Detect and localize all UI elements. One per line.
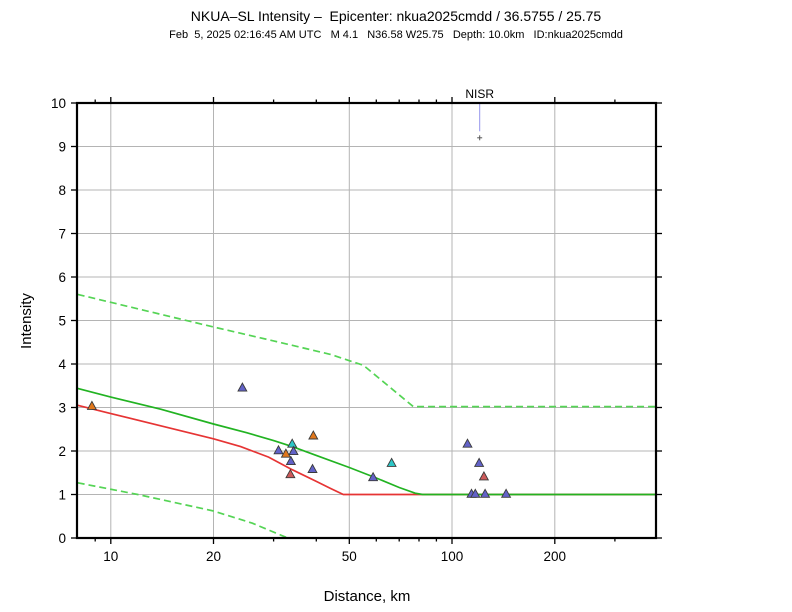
x-tick-label: 50 — [342, 549, 357, 564]
y-tick-label: 6 — [58, 270, 66, 285]
series-predicted-intensity — [77, 387, 656, 496]
intensity-point-triangle — [285, 455, 297, 466]
intensity-point-triangle — [473, 457, 485, 467]
y-axis-title: Intensity — [18, 293, 35, 349]
intensity-point-triangle — [280, 448, 292, 458]
intensity-point-triangle — [478, 470, 490, 481]
x-tick-label: 10 — [103, 549, 118, 564]
tick-labels: 10 20 50 100 200 0 1 2 3 4 5 6 7 8 9 10 — [51, 96, 566, 564]
y-tick-label: 4 — [58, 357, 66, 372]
model-curves — [77, 293, 656, 538]
intensity-point-triangle — [288, 445, 299, 456]
observed-points — [86, 382, 512, 498]
intensity-point-triangle — [470, 488, 481, 498]
series-secondary-model — [77, 404, 656, 496]
x-tick-label: 200 — [544, 549, 567, 564]
y-tick-label: 3 — [58, 400, 66, 415]
y-tick-label: 0 — [58, 531, 66, 546]
series-predicted-lower-bound — [77, 481, 289, 538]
x-tick-label: 20 — [206, 549, 221, 564]
x-tick-label: 100 — [441, 549, 464, 564]
station-label: NISR — [465, 87, 494, 101]
intensity-point-triangle — [237, 382, 248, 392]
intensity-point-triangle — [307, 463, 318, 473]
intensity-point-triangle — [308, 430, 319, 440]
chart-title: NKUA–SL Intensity – Epicenter: nkua2025c… — [190, 8, 602, 24]
series-predicted-upper-bound — [77, 293, 656, 408]
y-tick-label: 10 — [51, 96, 66, 111]
intensity-point-triangle — [479, 488, 491, 498]
y-tick-label: 9 — [58, 139, 66, 154]
y-tick-label: 1 — [58, 487, 66, 502]
intensity-point-triangle — [367, 471, 379, 482]
chart-subtitle: Feb 5, 2025 02:16:45 AM UTC M 4.1 N36.58… — [169, 29, 623, 41]
intensity-point-triangle — [86, 400, 98, 410]
y-tick-label: 8 — [58, 183, 66, 198]
plot-frame — [75, 101, 658, 540]
intensity-point-triangle — [273, 444, 284, 455]
intensity-point-triangle — [462, 438, 473, 448]
station-annotation: NISR — [465, 87, 494, 141]
intensity-point-triangle — [285, 468, 296, 479]
intensity-point-triangle — [500, 488, 512, 498]
grid — [77, 103, 656, 538]
y-tick-label: 5 — [58, 313, 66, 328]
intensity-point-triangle — [386, 457, 397, 467]
y-tick-label: 2 — [58, 444, 66, 459]
y-tick-label: 7 — [58, 226, 66, 241]
x-axis-title: Distance, km — [324, 588, 411, 605]
intensity-point-triangle — [287, 438, 298, 448]
